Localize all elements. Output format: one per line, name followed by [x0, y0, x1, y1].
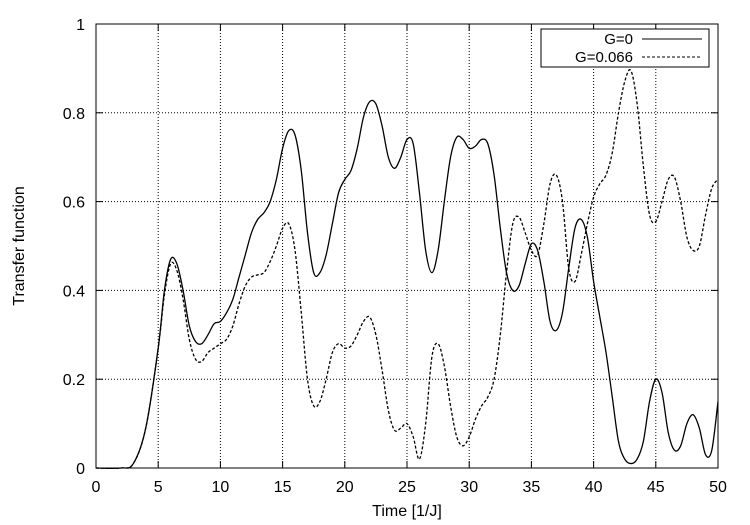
x-tick-label: 0 [92, 479, 101, 496]
x-tick-label: 10 [212, 479, 230, 496]
x-tick-label: 15 [274, 479, 292, 496]
series-line-g0066 [95, 69, 719, 469]
legend-label-g0: G=0 [604, 31, 633, 48]
y-tick-label: 0.4 [63, 283, 85, 300]
tick-marks [95, 23, 719, 469]
y-tick-label: 0.6 [63, 195, 85, 212]
legend-box [540, 28, 710, 68]
x-tick-label: 45 [647, 479, 665, 496]
x-tick-labels: 0 5 10 15 20 25 30 35 40 45 50 [92, 479, 727, 496]
x-tick-label: 50 [709, 479, 727, 496]
y-tick-label: 0.2 [63, 372, 85, 389]
legend-label-g0066: G=0.066 [575, 49, 633, 66]
y-axis-label: Transfer function [11, 186, 28, 305]
series-layer [95, 69, 719, 469]
y-tick-label: 1 [76, 17, 85, 34]
x-tick-label: 40 [585, 479, 603, 496]
series-line-g0 [95, 99, 719, 469]
y-tick-label: 0 [76, 461, 85, 478]
x-tick-label: 25 [398, 479, 416, 496]
y-tick-label: 0.8 [63, 106, 85, 123]
y-tick-labels: 0 0.2 0.4 0.6 0.8 1 [63, 17, 85, 478]
x-tick-label: 5 [154, 479, 163, 496]
x-tick-label: 20 [336, 479, 354, 496]
x-tick-label: 30 [460, 479, 478, 496]
x-tick-label: 35 [523, 479, 541, 496]
grid-lines [96, 24, 718, 468]
x-axis-label: Time [1/J] [372, 503, 442, 520]
legend: G=0 G=0.066 [540, 28, 710, 68]
